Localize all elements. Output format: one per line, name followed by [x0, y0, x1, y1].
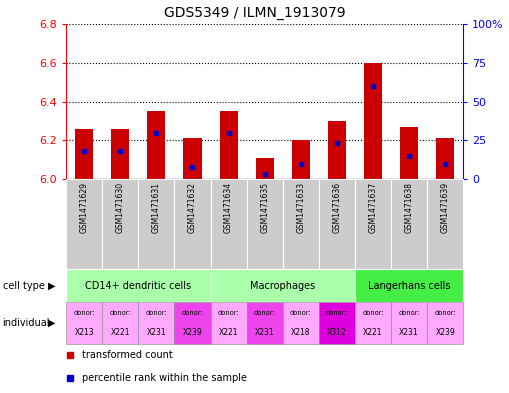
Text: GSM1471634: GSM1471634 — [224, 182, 233, 233]
Text: GDS5349 / ILMN_1913079: GDS5349 / ILMN_1913079 — [164, 6, 345, 20]
Bar — [148, 111, 165, 179]
Text: GSM1471632: GSM1471632 — [188, 182, 197, 233]
Text: GSM1471629: GSM1471629 — [80, 182, 89, 233]
Bar — [138, 302, 175, 344]
Bar — [247, 179, 282, 269]
Bar — [319, 179, 355, 269]
Bar — [111, 129, 129, 179]
Bar — [282, 179, 319, 269]
Bar — [427, 302, 463, 344]
Bar — [319, 302, 355, 344]
Bar — [282, 302, 319, 344]
Bar — [66, 302, 102, 344]
Text: X239: X239 — [183, 328, 203, 337]
Text: donor:: donor: — [109, 310, 131, 316]
Text: X221: X221 — [219, 328, 238, 337]
Bar — [102, 302, 138, 344]
Bar — [66, 269, 211, 302]
Bar — [247, 302, 282, 344]
Bar — [391, 179, 427, 269]
Bar — [102, 179, 138, 269]
Text: donor:: donor: — [182, 310, 203, 316]
Text: GSM1471639: GSM1471639 — [441, 182, 449, 233]
Text: percentile rank within the sample: percentile rank within the sample — [82, 373, 247, 383]
Text: ▶: ▶ — [48, 281, 56, 290]
Text: donor:: donor: — [362, 310, 384, 316]
Bar — [66, 179, 102, 269]
Bar — [391, 302, 427, 344]
Text: transformed count: transformed count — [82, 350, 173, 360]
Bar — [355, 269, 463, 302]
Bar — [175, 302, 211, 344]
Text: donor:: donor: — [290, 310, 312, 316]
Text: X231: X231 — [399, 328, 419, 337]
Bar — [328, 121, 346, 179]
Text: GSM1471631: GSM1471631 — [152, 182, 161, 233]
Bar — [219, 111, 238, 179]
Text: X231: X231 — [147, 328, 166, 337]
Bar — [355, 179, 391, 269]
Bar — [211, 269, 355, 302]
Text: ▶: ▶ — [48, 318, 56, 328]
Text: X221: X221 — [110, 328, 130, 337]
Bar — [211, 302, 247, 344]
Bar — [256, 158, 274, 179]
Text: X312: X312 — [327, 328, 347, 337]
Text: Langerhans cells: Langerhans cells — [368, 281, 450, 290]
Bar — [400, 127, 418, 179]
Text: X213: X213 — [74, 328, 94, 337]
Bar — [364, 63, 382, 179]
Text: donor:: donor: — [73, 310, 95, 316]
Text: donor:: donor: — [326, 310, 348, 316]
Text: individual: individual — [3, 318, 50, 328]
Text: GSM1471630: GSM1471630 — [116, 182, 125, 233]
Bar — [292, 140, 310, 179]
Text: GSM1471638: GSM1471638 — [405, 182, 413, 233]
Bar — [75, 129, 93, 179]
Text: donor:: donor: — [398, 310, 420, 316]
Text: X221: X221 — [363, 328, 383, 337]
Bar — [427, 179, 463, 269]
Bar — [175, 179, 211, 269]
Bar — [138, 179, 175, 269]
Bar — [211, 179, 247, 269]
Text: donor:: donor: — [218, 310, 239, 316]
Text: Macrophages: Macrophages — [250, 281, 316, 290]
Text: cell type: cell type — [3, 281, 44, 290]
Text: donor:: donor: — [434, 310, 456, 316]
Bar — [355, 302, 391, 344]
Bar — [183, 138, 202, 179]
Text: X239: X239 — [435, 328, 455, 337]
Bar — [436, 138, 454, 179]
Text: GSM1471636: GSM1471636 — [332, 182, 342, 233]
Text: donor:: donor: — [254, 310, 275, 316]
Text: donor:: donor: — [146, 310, 167, 316]
Text: X231: X231 — [255, 328, 274, 337]
Text: CD14+ dendritic cells: CD14+ dendritic cells — [86, 281, 191, 290]
Text: GSM1471633: GSM1471633 — [296, 182, 305, 233]
Text: X218: X218 — [291, 328, 310, 337]
Text: GSM1471635: GSM1471635 — [260, 182, 269, 233]
Text: GSM1471637: GSM1471637 — [369, 182, 378, 233]
